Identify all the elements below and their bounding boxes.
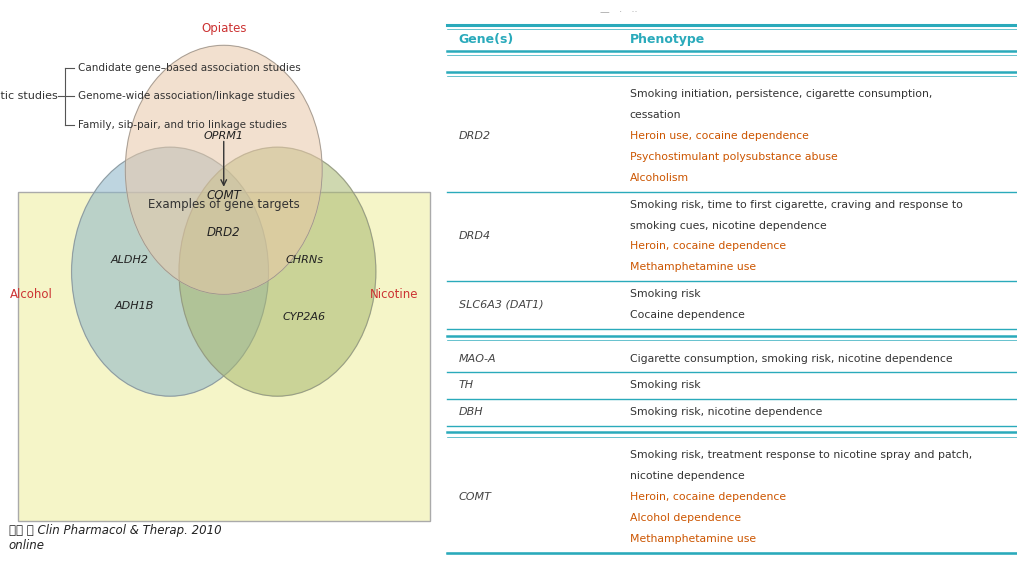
Text: Methamphetamine use: Methamphetamine use (630, 263, 756, 272)
Circle shape (71, 147, 268, 396)
Text: Smoking risk, nicotine dependence: Smoking risk, nicotine dependence (630, 407, 822, 417)
Text: Heroin, cocaine dependence: Heroin, cocaine dependence (630, 492, 786, 502)
Text: Genetic studies: Genetic studies (0, 91, 58, 101)
Text: Examples of gene targets: Examples of gene targets (147, 199, 300, 211)
Text: 자료 ： Clin Pharmacol & Therap. 2010
online: 자료 ： Clin Pharmacol & Therap. 2010 onlin… (9, 524, 222, 552)
Text: SLC6A3 (DAT1): SLC6A3 (DAT1) (459, 299, 543, 310)
Text: —   ·   ··: — · ·· (600, 7, 637, 18)
Text: Smoking risk, treatment response to nicotine spray and patch,: Smoking risk, treatment response to nico… (630, 451, 972, 460)
Text: Genome-wide association/linkage studies: Genome-wide association/linkage studies (78, 91, 295, 101)
Text: Smoking risk, time to first cigarette, craving and response to: Smoking risk, time to first cigarette, c… (630, 200, 963, 209)
Text: Methamphetamine use: Methamphetamine use (630, 534, 756, 544)
Text: Smoking risk: Smoking risk (630, 380, 701, 390)
Text: Smoking risk: Smoking risk (630, 289, 701, 299)
Text: smoking cues, nicotine dependence: smoking cues, nicotine dependence (630, 221, 827, 230)
Circle shape (125, 45, 322, 294)
Text: Alcohol: Alcohol (10, 288, 53, 301)
Text: MAO-A: MAO-A (459, 354, 496, 363)
Text: Heroin use, cocaine dependence: Heroin use, cocaine dependence (630, 131, 809, 141)
Text: CYP2A6: CYP2A6 (283, 312, 325, 322)
Text: COMT: COMT (206, 189, 241, 201)
Text: Gene(s): Gene(s) (459, 33, 515, 46)
Text: Alcoholism: Alcoholism (630, 173, 689, 183)
Circle shape (179, 147, 376, 396)
FancyBboxPatch shape (18, 192, 429, 521)
Text: DRD2: DRD2 (459, 131, 491, 141)
Text: Cigarette consumption, smoking risk, nicotine dependence: Cigarette consumption, smoking risk, nic… (630, 354, 952, 363)
Text: Nicotine: Nicotine (369, 288, 418, 301)
Text: DRD4: DRD4 (459, 231, 491, 241)
Text: Heroin, cocaine dependence: Heroin, cocaine dependence (630, 242, 786, 251)
Text: ADH1B: ADH1B (115, 301, 154, 311)
Text: Opiates: Opiates (201, 22, 246, 35)
Text: DBH: DBH (459, 407, 483, 417)
Text: TH: TH (459, 380, 474, 390)
Text: nicotine dependence: nicotine dependence (630, 471, 744, 481)
Text: Phenotype: Phenotype (630, 33, 705, 46)
Text: Psychostimulant polysubstance abuse: Psychostimulant polysubstance abuse (630, 152, 837, 162)
Text: ALDH2: ALDH2 (111, 255, 148, 265)
Text: Alcohol dependence: Alcohol dependence (630, 513, 740, 523)
Text: Cocaine dependence: Cocaine dependence (630, 310, 744, 320)
Text: COMT: COMT (459, 492, 492, 502)
Text: CHRNs: CHRNs (286, 255, 323, 265)
Text: Candidate gene–based association studies: Candidate gene–based association studies (78, 63, 301, 73)
Text: DRD2: DRD2 (206, 226, 241, 238)
Text: OPRM1: OPRM1 (203, 131, 244, 141)
Text: cessation: cessation (630, 110, 681, 120)
Text: Family, sib-pair, and trio linkage studies: Family, sib-pair, and trio linkage studi… (78, 119, 288, 130)
Text: Smoking initiation, persistence, cigarette consumption,: Smoking initiation, persistence, cigaret… (630, 89, 933, 99)
